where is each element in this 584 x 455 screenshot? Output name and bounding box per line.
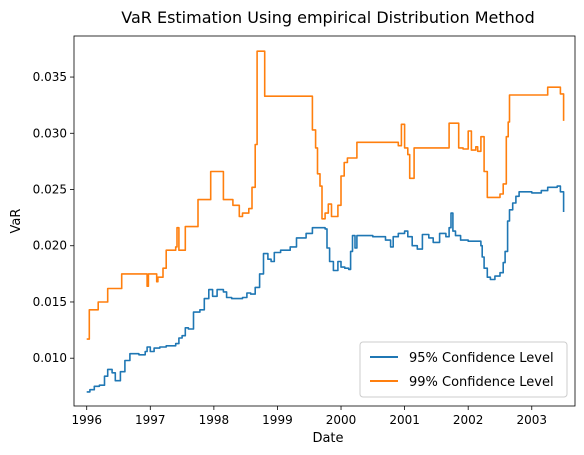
- y-tick-label: 0.010: [33, 351, 67, 365]
- x-tick-label: 2000: [326, 413, 357, 427]
- axes-layer: 1996 1997 1998 1999 2000 2001 2002 2003 0.010 0.0…: [33, 35, 576, 427]
- legend-label-99: 99% Confidence Level: [409, 375, 554, 390]
- y-axis-label: VaR: [9, 209, 24, 234]
- legend-frame: [359, 341, 568, 398]
- y-tick-label: 0.030: [33, 126, 67, 140]
- x-tick-label: 1999: [262, 413, 293, 427]
- series-line-99: [86, 50, 565, 340]
- chart-title: VaR Estimation Using empirical Distribut…: [121, 8, 535, 27]
- y-tick-label: 0.025: [33, 183, 67, 197]
- legend: 95% Confidence Level 99% Confidence Leve…: [359, 341, 568, 398]
- x-tick-label: 1997: [135, 413, 166, 427]
- x-tick-label: 1998: [199, 413, 230, 427]
- y-tick-label: 0.015: [33, 295, 67, 309]
- axes-frame: [73, 35, 576, 407]
- series-line-95: [86, 185, 565, 393]
- y-tick-label: 0.035: [33, 70, 67, 84]
- legend-entry-99: 99% Confidence Level: [370, 375, 554, 390]
- series-layer: [86, 50, 565, 393]
- legend-label-95: 95% Confidence Level: [409, 351, 554, 366]
- x-axis-label: Date: [312, 431, 343, 446]
- x-tick-label: 2003: [516, 413, 547, 427]
- x-tick-label: 2001: [389, 413, 420, 427]
- y-tick-label: 0.020: [33, 239, 67, 253]
- x-tick-label: 1996: [71, 413, 102, 427]
- legend-entry-95: 95% Confidence Level: [370, 351, 554, 366]
- x-tick-label: 2002: [453, 413, 484, 427]
